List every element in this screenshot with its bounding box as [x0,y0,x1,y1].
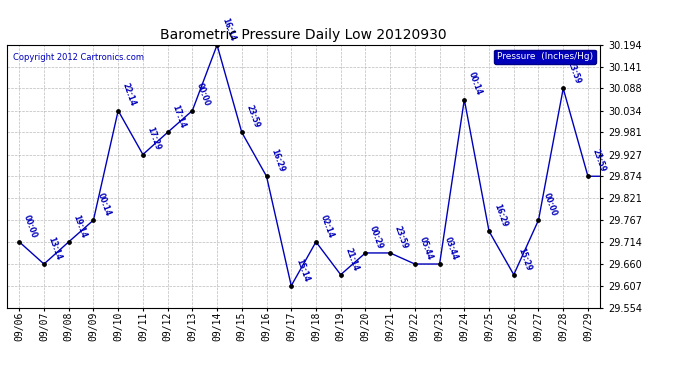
Point [384,250,395,256]
Text: 23:59: 23:59 [244,104,262,130]
Text: 00:00: 00:00 [22,213,39,239]
Point [162,129,173,135]
Point [459,96,470,102]
Point [509,272,520,278]
Point [582,173,593,179]
Text: 00:00: 00:00 [195,82,212,108]
Title: Barometric Pressure Daily Low 20120930: Barometric Pressure Daily Low 20120930 [160,28,447,42]
Point [63,239,75,245]
Text: 02:14: 02:14 [319,213,335,239]
Text: Copyright 2012 Cartronics.com: Copyright 2012 Cartronics.com [13,53,144,62]
Text: 16:14: 16:14 [220,16,237,42]
Text: 21:14: 21:14 [344,246,360,272]
Point [112,108,124,114]
Text: 00:14: 00:14 [467,71,484,97]
Text: 16:29: 16:29 [269,148,286,174]
Point [261,173,272,179]
Text: 00:29: 00:29 [368,224,385,250]
Text: 23:59: 23:59 [566,60,582,86]
Text: 22:14: 22:14 [121,82,137,108]
Point [14,239,25,245]
Point [335,272,346,278]
Point [212,42,223,48]
Text: 13:14: 13:14 [47,236,63,261]
Text: 00:14: 00:14 [96,192,113,217]
Point [484,228,495,234]
Text: 15:29: 15:29 [517,246,533,272]
Text: 19:14: 19:14 [72,213,88,239]
Text: 17:29: 17:29 [146,126,162,152]
Text: 16:29: 16:29 [492,202,509,228]
Point [607,173,618,179]
Point [558,86,569,92]
Text: 05:44: 05:44 [417,236,434,261]
Text: 23:59: 23:59 [591,148,607,174]
Text: 03:44: 03:44 [442,236,459,261]
Point [187,108,198,114]
Point [533,217,544,223]
Point [360,250,371,256]
Text: 00:00: 00:00 [541,192,558,217]
Point [409,261,420,267]
Text: 23:59: 23:59 [393,225,410,250]
Point [236,129,247,135]
Point [88,217,99,223]
Point [137,152,148,157]
Text: 17:14: 17:14 [170,104,187,130]
Point [310,239,322,245]
Text: 13:44: 13:44 [0,374,1,375]
Legend: Pressure  (Inches/Hg): Pressure (Inches/Hg) [494,50,595,64]
Text: 15:14: 15:14 [294,257,310,283]
Point [286,283,297,289]
Point [434,261,445,267]
Point [39,261,50,267]
